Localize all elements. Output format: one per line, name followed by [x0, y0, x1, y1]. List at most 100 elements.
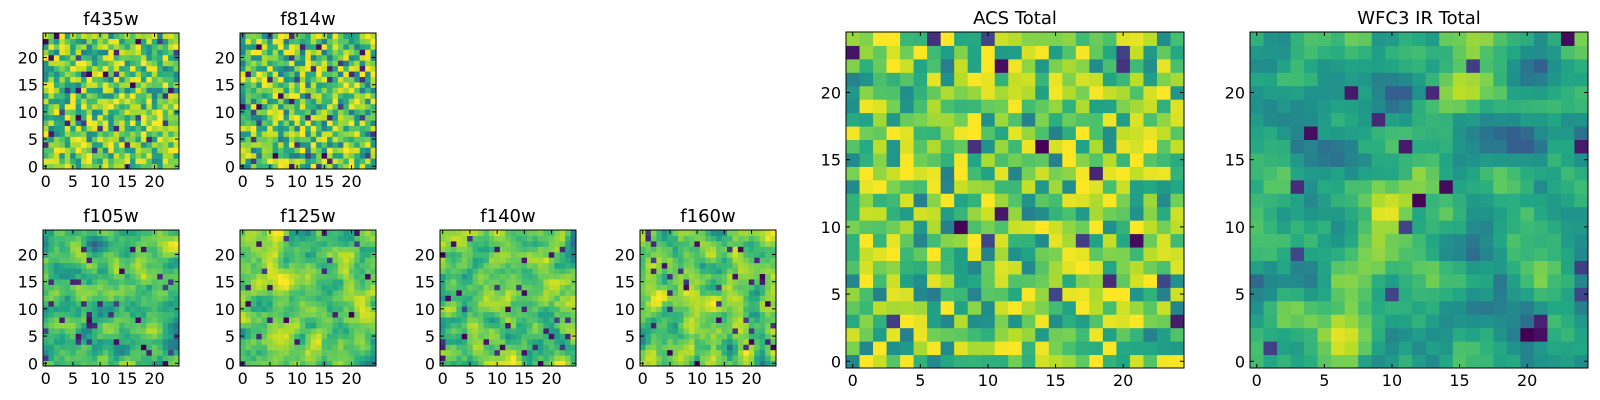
heatmap-cell: [75, 278, 82, 285]
heatmap-cell: [310, 230, 317, 236]
heatmap-cell: [1170, 220, 1185, 235]
heatmap-cell: [140, 125, 147, 132]
heatmap-cell: [359, 230, 366, 236]
heatmap-cell: [754, 355, 761, 362]
heatmap-cell: [1358, 166, 1373, 181]
heatmap-cell: [445, 306, 452, 313]
heatmap-cell: [162, 262, 169, 269]
heatmap-cell: [1143, 287, 1158, 302]
heatmap-cell: [299, 268, 306, 275]
heatmap-cell: [440, 273, 446, 280]
heatmap-cell: [543, 268, 550, 275]
heatmap-cell: [721, 355, 728, 362]
heatmap-cell: [656, 317, 663, 323]
heatmap-cell: [168, 120, 175, 126]
heatmap-cell: [321, 92, 328, 99]
heatmap-cell: [157, 355, 164, 362]
y-tick-label: 15: [215, 273, 235, 292]
heatmap-cell: [337, 344, 344, 351]
heatmap-cell: [1263, 354, 1278, 369]
heatmap-cell: [1574, 300, 1589, 315]
heatmap-cell: [332, 109, 339, 116]
heatmap-cell: [299, 349, 306, 356]
heatmap-cell: [1116, 206, 1131, 221]
heatmap-cell: [157, 60, 164, 67]
heatmap-cell: [461, 333, 468, 340]
heatmap-cell: [994, 233, 1009, 248]
heatmap-cell: [102, 152, 109, 159]
heatmap-cell: [1129, 300, 1144, 315]
heatmap-cell: [716, 306, 723, 313]
heatmap-cell: [64, 327, 71, 334]
heatmap-cell: [146, 349, 153, 356]
heatmap-cell: [656, 284, 663, 291]
heatmap-cell: [245, 338, 252, 345]
heatmap-cell: [157, 284, 164, 291]
heatmap-cell: [135, 344, 142, 351]
heatmap-cell: [499, 262, 506, 269]
heatmap-cell: [135, 349, 142, 356]
heatmap-cell: [1290, 260, 1305, 275]
heatmap-cell: [527, 251, 533, 258]
heatmap-cell: [565, 317, 572, 323]
heatmap-cell: [70, 300, 77, 307]
heatmap-cell: [640, 240, 646, 247]
heatmap-cell: [102, 109, 109, 116]
heatmap-cell: [113, 38, 120, 45]
heatmap-cell: [146, 311, 153, 318]
heatmap-cell: [770, 349, 777, 356]
heatmap-cell: [913, 126, 928, 141]
heatmap-cell: [705, 355, 712, 362]
heatmap-cell: [467, 251, 474, 258]
heatmap-cell: [146, 71, 153, 78]
heatmap-cell: [1385, 314, 1400, 329]
heatmap-cell: [119, 114, 126, 121]
heatmap-cell: [64, 355, 71, 362]
heatmap-cell: [124, 65, 131, 72]
heatmap-cell: [1533, 220, 1548, 235]
heatmap-cell: [754, 284, 761, 291]
heatmap-cell: [1250, 166, 1265, 181]
heatmap-cell: [102, 257, 109, 264]
heatmap-cell: [288, 120, 295, 126]
heatmap-cell: [1493, 247, 1508, 261]
heatmap-cell: [661, 284, 668, 291]
heatmap-cell: [240, 125, 246, 132]
heatmap-cell: [1290, 314, 1305, 329]
heatmap-cell: [146, 49, 153, 56]
heatmap-cell: [521, 327, 528, 334]
heatmap-cell: [645, 240, 652, 247]
heatmap-cell: [157, 125, 164, 132]
heatmap-cell: [570, 284, 577, 291]
heatmap-cell: [316, 355, 323, 362]
heatmap-cell: [450, 273, 457, 280]
heatmap-cell: [173, 33, 180, 39]
heatmap-cell: [81, 230, 88, 236]
heatmap-cell: [168, 355, 175, 362]
heatmap-cell: [86, 71, 93, 78]
heatmap-cell: [245, 333, 252, 340]
heatmap-cell: [343, 349, 350, 356]
heatmap-cell: [102, 147, 109, 154]
heatmap-cell: [343, 284, 350, 291]
heatmap-cell: [688, 273, 695, 280]
heatmap-cell: [162, 71, 169, 78]
heatmap-cell: [927, 247, 942, 261]
heatmap-cell: [1062, 314, 1077, 329]
heatmap-cell: [113, 268, 120, 275]
heatmap-cell: [316, 306, 323, 313]
heatmap-cell: [316, 92, 323, 99]
heatmap-cell: [748, 349, 755, 356]
heatmap-cell: [1439, 206, 1454, 221]
heatmap-cell: [278, 295, 285, 302]
heatmap-cell: [445, 300, 452, 307]
heatmap-cell: [1277, 327, 1292, 342]
heatmap-cell: [1331, 327, 1346, 342]
heatmap-cell: [1075, 99, 1090, 114]
heatmap-cell: [1520, 273, 1535, 288]
heatmap-cell: [913, 206, 928, 221]
heatmap-cell: [168, 98, 175, 105]
heatmap-cell: [283, 322, 290, 329]
heatmap-cell: [727, 317, 733, 323]
heatmap-cell: [913, 220, 928, 235]
